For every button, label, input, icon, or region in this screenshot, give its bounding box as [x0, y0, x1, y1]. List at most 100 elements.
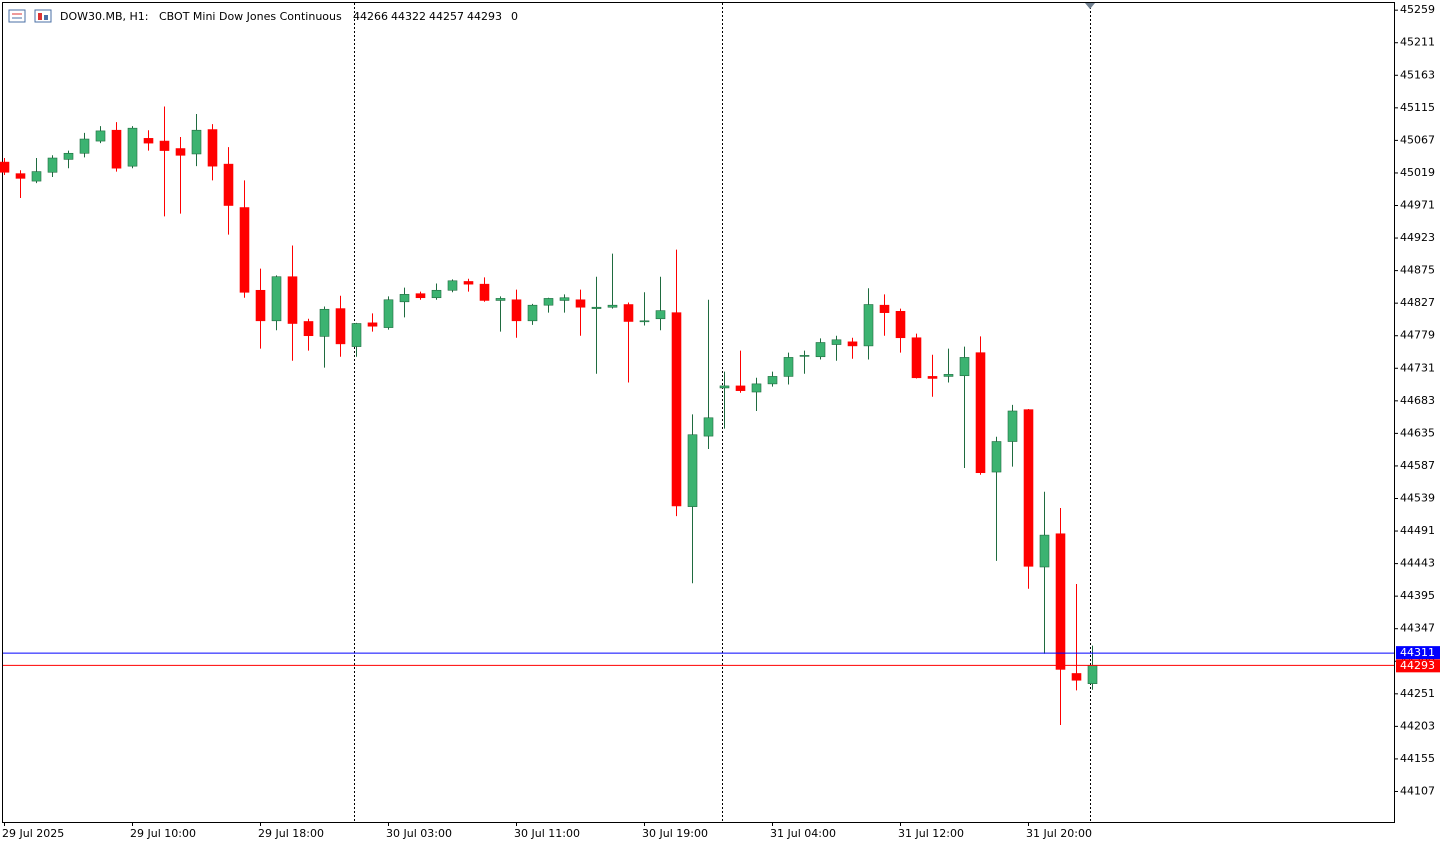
candle-body: [1023, 409, 1034, 567]
symbol: DOW30.MB, H1:: [60, 10, 149, 23]
x-tick-label: 29 Jul 2025: [2, 827, 64, 840]
description: CBOT Mini Dow Jones Continuous: [159, 10, 342, 23]
y-tick-label: 44155: [1400, 752, 1435, 765]
y-tick-label: 44731: [1400, 361, 1435, 374]
candle-body: [319, 308, 330, 337]
candle-body: [15, 173, 26, 179]
candle-body: [143, 138, 154, 144]
candle-body: [639, 320, 650, 323]
candle-body: [703, 417, 714, 437]
candle-body: [1039, 534, 1050, 568]
y-tick-label: 44827: [1400, 296, 1435, 309]
candle-body: [751, 383, 762, 393]
candle-body: [511, 299, 522, 322]
candle-body: [479, 283, 490, 301]
y-tick-label: 44347: [1400, 622, 1435, 635]
candle-body: [399, 294, 410, 303]
y-tick-label: 44107: [1400, 784, 1435, 797]
header-open: 44266: [353, 10, 388, 23]
header-spread: 0: [511, 10, 518, 23]
candle-body: [735, 385, 746, 391]
candle-body: [239, 207, 250, 293]
candle-body: [111, 129, 122, 169]
candle-body: [0, 161, 10, 173]
candle-body: [1007, 410, 1018, 442]
y-tick-label: 44203: [1400, 719, 1435, 732]
candle-body: [719, 385, 730, 389]
icon[interactable]: [8, 9, 26, 23]
candle-body: [1087, 665, 1098, 684]
y-tick-label: 45163: [1400, 68, 1435, 81]
candle-body: [79, 138, 90, 154]
candle-body: [303, 321, 314, 337]
icon-bar: [44, 15, 48, 20]
candle-body: [31, 171, 42, 182]
candle-body: [543, 298, 554, 306]
ask-label: 44311: [1400, 646, 1435, 659]
y-tick-label: 44395: [1400, 589, 1435, 602]
candle-body: [207, 129, 218, 167]
candle-body: [559, 297, 570, 301]
y-tick-label: 44971: [1400, 199, 1435, 212]
candle-body: [383, 299, 394, 328]
candle-body: [575, 299, 586, 308]
y-tick-label: 44779: [1400, 329, 1435, 342]
candle-body: [95, 130, 106, 142]
y-tick-label: 44539: [1400, 491, 1435, 504]
y-tick-label: 45259: [1400, 3, 1435, 16]
header-close: 44293: [467, 10, 502, 23]
candle-body: [975, 352, 986, 474]
y-tick-label: 45115: [1400, 101, 1435, 114]
candle-body: [623, 304, 634, 322]
x-tick-label: 30 Jul 11:00: [514, 827, 580, 840]
candle-body: [223, 163, 234, 206]
candle-body: [495, 298, 506, 301]
candle-body: [431, 289, 442, 299]
icon[interactable]: [34, 9, 52, 23]
candle-body: [127, 127, 138, 167]
candle-body: [287, 276, 298, 324]
candle-body: [943, 374, 954, 377]
y-tick-label: 44635: [1400, 426, 1435, 439]
candle-body: [959, 357, 970, 377]
candle-body: [783, 357, 794, 377]
ask-label-box: [1396, 646, 1440, 660]
candle-body: [815, 342, 826, 358]
bid-label: 44293: [1400, 659, 1435, 672]
x-tick-label: 31 Jul 04:00: [770, 827, 836, 840]
y-tick-label: 44491: [1400, 524, 1435, 537]
x-tick-label: 29 Jul 10:00: [130, 827, 196, 840]
x-tick-label: 30 Jul 03:00: [386, 827, 452, 840]
shift-marker[interactable]: [1085, 3, 1095, 9]
icon-bar: [38, 13, 42, 20]
candle-body: [655, 310, 666, 320]
candle-body: [767, 376, 778, 385]
candle-body: [271, 276, 282, 322]
y-tick-label: 44923: [1400, 231, 1435, 244]
candle-body: [367, 322, 378, 327]
candle-body: [175, 148, 186, 156]
x-tick-label: 31 Jul 20:00: [1026, 827, 1092, 840]
y-tick-label: 45067: [1400, 133, 1435, 146]
y-tick-label: 44587: [1400, 459, 1435, 472]
candle-body: [799, 355, 810, 357]
y-tick-label: 44683: [1400, 394, 1435, 407]
candle-body: [415, 293, 426, 299]
y-tick-label: 45019: [1400, 166, 1435, 179]
candle-body: [687, 434, 698, 507]
y-tick-label: 44875: [1400, 264, 1435, 277]
candle-body: [463, 281, 474, 285]
toolbar-icons: [8, 9, 52, 23]
x-tick-label: 29 Jul 18:00: [258, 827, 324, 840]
candle-body: [991, 441, 1002, 473]
candle-body: [927, 376, 938, 379]
candle-body: [63, 152, 74, 160]
candle-body: [863, 304, 874, 347]
candle-body: [1071, 673, 1082, 681]
candle-body: [351, 323, 362, 347]
candle-body: [159, 140, 170, 151]
plot-frame: [2, 2, 1395, 823]
y-tick-label: 45211: [1400, 36, 1435, 49]
